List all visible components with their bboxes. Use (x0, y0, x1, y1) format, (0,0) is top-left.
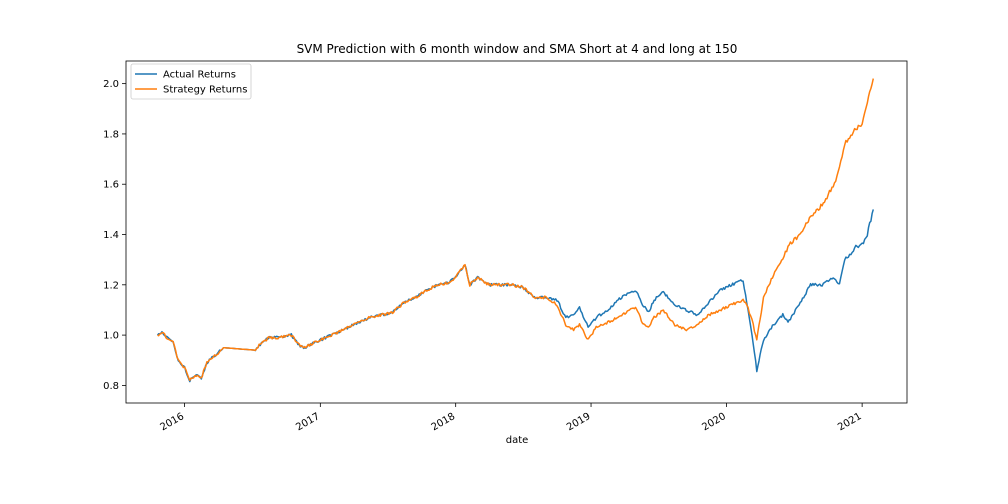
y-tick-label: 1.4 (103, 230, 119, 241)
plot-lines (156, 78, 875, 383)
y-tick-label: 2.0 (103, 79, 119, 90)
plot-frame (125, 60, 908, 404)
x-axis-label: date (506, 435, 529, 446)
y-tick-label: 1.8 (103, 129, 119, 140)
y-tick-label: 1.0 (103, 331, 119, 342)
series-line-2 (157, 78, 875, 382)
y-tick-label: 0.8 (103, 381, 119, 392)
legend-box (130, 63, 252, 100)
x-axis: 2016 2017 2018 2019 2020 2021 (159, 403, 864, 433)
y-tick-label: 1.2 (103, 280, 119, 291)
y-axis: 0.8 1.0 1.2 1.4 1.6 1.8 2.0 (103, 79, 126, 392)
legend: Actual Returns Strategy Returns (130, 63, 252, 100)
chart-title: SVM Prediction with 6 month window and S… (297, 42, 738, 56)
y-tick-label: 1.6 (103, 180, 119, 191)
legend-label-2: Strategy Returns (163, 85, 247, 96)
legend-label-1: Actual Returns (163, 70, 236, 81)
